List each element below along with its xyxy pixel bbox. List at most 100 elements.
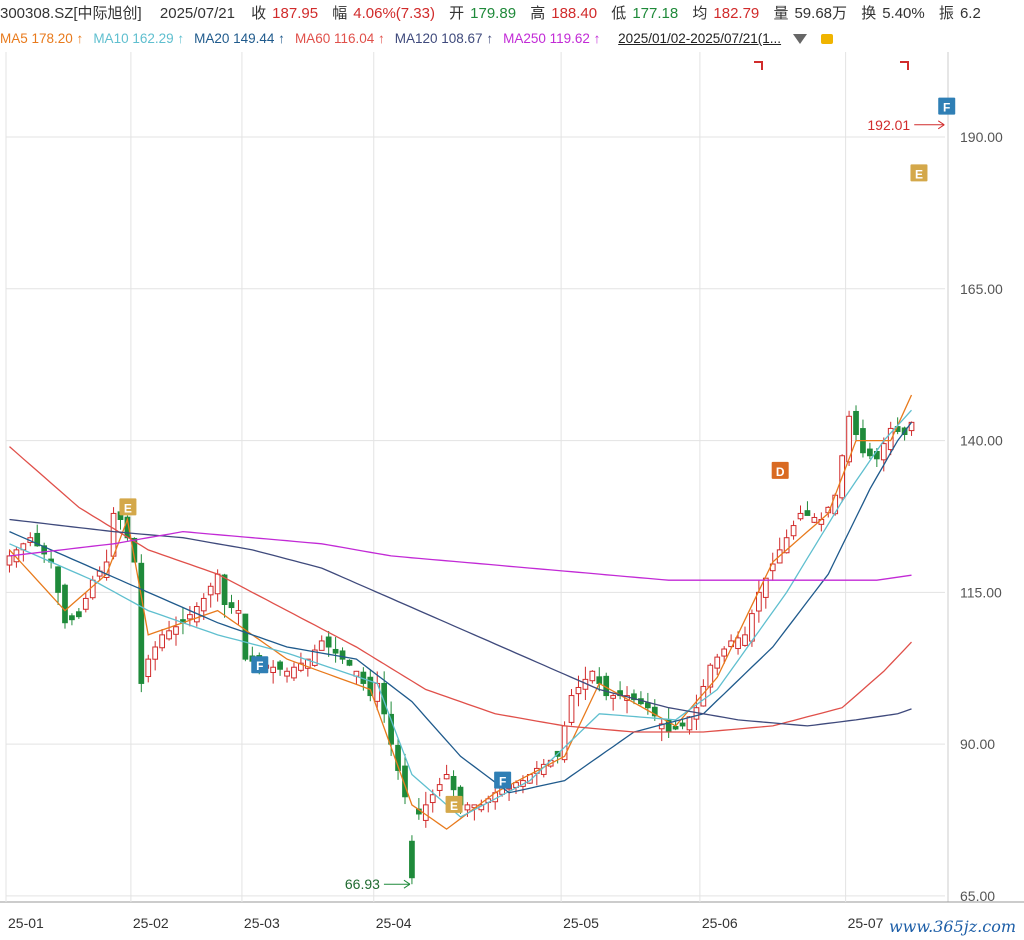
volume-label: 量 bbox=[773, 5, 789, 22]
candle-body bbox=[270, 666, 277, 673]
candle-body bbox=[429, 794, 436, 804]
candle-body bbox=[707, 664, 714, 688]
candle-body bbox=[381, 682, 388, 715]
candle-body bbox=[804, 510, 811, 516]
candle-body bbox=[762, 577, 769, 598]
candle-body bbox=[55, 566, 61, 593]
x-tick-label: 25-02 bbox=[133, 915, 169, 931]
low-value: 177.18 bbox=[632, 5, 679, 22]
candle-body bbox=[291, 666, 297, 679]
candle-body bbox=[867, 448, 873, 457]
candle-body bbox=[367, 676, 374, 697]
marker-badge-1 bbox=[251, 656, 269, 674]
candle-body bbox=[409, 840, 415, 879]
ma-line-MA60 bbox=[9, 446, 912, 733]
y-tick-label: 165.00 bbox=[960, 281, 1003, 297]
candle-body bbox=[443, 774, 450, 780]
candle-body bbox=[318, 640, 325, 651]
marker-label: E bbox=[915, 167, 923, 181]
candle-body bbox=[41, 545, 48, 555]
candle-body bbox=[631, 693, 637, 701]
ma-legend-5: MA250 119.62 ↑ bbox=[503, 31, 601, 46]
avg-value: 182.79 bbox=[713, 5, 760, 22]
candle-body bbox=[311, 649, 318, 666]
y-tick-label: 115.00 bbox=[960, 584, 1002, 600]
ma-legend-4: MA120 108.67 ↑ bbox=[394, 31, 494, 46]
candle-body bbox=[339, 650, 346, 660]
candle-body bbox=[325, 636, 332, 648]
quote-date: 2025/07/21 bbox=[159, 5, 235, 22]
marker-label: F bbox=[256, 659, 263, 673]
ma-legend: MA5 178.20 ↑ MA10 162.29 ↑ MA20 149.44 ↑ MA… bbox=[0, 28, 1024, 50]
candle-body bbox=[388, 713, 394, 745]
candle-body bbox=[166, 630, 172, 640]
high-value: 188.40 bbox=[551, 5, 598, 22]
candle-body bbox=[735, 637, 741, 650]
ma-legend-3: MA60 116.04 ↑ bbox=[294, 31, 385, 46]
marker-badge-0 bbox=[119, 498, 137, 516]
y-tick-label: 65.00 bbox=[960, 888, 995, 904]
ma-line-MA250 bbox=[9, 530, 912, 581]
candle-body bbox=[62, 584, 68, 624]
candle-body bbox=[138, 562, 145, 684]
x-tick-label: 25-04 bbox=[376, 915, 412, 931]
candle-body bbox=[89, 579, 96, 599]
x-tick-label: 25-01 bbox=[8, 915, 44, 931]
candle-body bbox=[284, 670, 290, 677]
marker-label: F bbox=[499, 775, 506, 789]
candle-body bbox=[159, 634, 165, 649]
candle-body bbox=[596, 676, 603, 684]
y-tick-label: 190.00 bbox=[960, 129, 1003, 145]
range-bracket-right bbox=[900, 61, 909, 70]
high-label: 高 bbox=[530, 5, 546, 22]
change-value: 4.06%(7.33) bbox=[353, 5, 435, 22]
candle-body bbox=[610, 695, 617, 699]
candle-body bbox=[464, 804, 471, 811]
close-label: 收 bbox=[251, 5, 267, 22]
candle-body bbox=[672, 725, 679, 730]
change-label: 幅 bbox=[332, 5, 348, 22]
candle-body bbox=[332, 648, 339, 654]
turnover-label: 换 bbox=[861, 5, 877, 22]
candle-body bbox=[214, 573, 221, 595]
candle-body bbox=[679, 722, 686, 727]
candle-body bbox=[75, 611, 82, 618]
candle-body bbox=[644, 702, 651, 709]
kline-chart[interactable]: 190.00 165.00 140.00 115.00 90.00 65.00 25-01 2… bbox=[0, 52, 1024, 940]
candle-body bbox=[742, 634, 748, 646]
candle-body bbox=[714, 656, 721, 669]
candle-body bbox=[402, 765, 408, 798]
ma-line-MA5 bbox=[9, 394, 913, 830]
lock-icon[interactable] bbox=[820, 34, 833, 45]
open-value: 179.89 bbox=[470, 5, 517, 22]
date-range-selector[interactable]: 2025/01/02-2025/07/21(1... bbox=[618, 31, 782, 46]
y-tick-label: 90.00 bbox=[960, 736, 995, 752]
high-price-label: 192.01 bbox=[867, 117, 910, 133]
marker-label: E bbox=[124, 501, 132, 515]
candle-body bbox=[783, 537, 790, 554]
ma-legend-items: MA5 178.20 ↑ MA10 162.29 ↑ MA20 149.44 ↑ MA… bbox=[0, 31, 610, 46]
low-label: 低 bbox=[611, 5, 627, 22]
candle-body bbox=[880, 443, 887, 461]
candle-body bbox=[131, 537, 138, 563]
marker-badge-6 bbox=[938, 97, 956, 115]
candle-body bbox=[82, 597, 89, 610]
volume-value: 59.68万 bbox=[794, 5, 848, 22]
candle-body bbox=[235, 610, 242, 614]
close-value: 187.95 bbox=[272, 5, 319, 22]
dropdown-icon[interactable] bbox=[792, 34, 807, 45]
candle-body bbox=[69, 615, 75, 621]
x-tick-label: 25-03 bbox=[244, 915, 280, 931]
candle-body bbox=[103, 561, 110, 578]
ma-line-MA20 bbox=[9, 422, 913, 794]
candle-body bbox=[853, 410, 859, 435]
candle-body bbox=[187, 614, 193, 620]
marker-badge-4 bbox=[771, 461, 789, 479]
candle-body bbox=[298, 662, 304, 671]
candle-body bbox=[6, 555, 13, 566]
ma-line-MA10 bbox=[9, 409, 912, 818]
candle-body bbox=[721, 648, 728, 657]
marker-label: D bbox=[776, 465, 785, 479]
candle-body bbox=[395, 744, 401, 771]
candle-body bbox=[110, 512, 117, 557]
